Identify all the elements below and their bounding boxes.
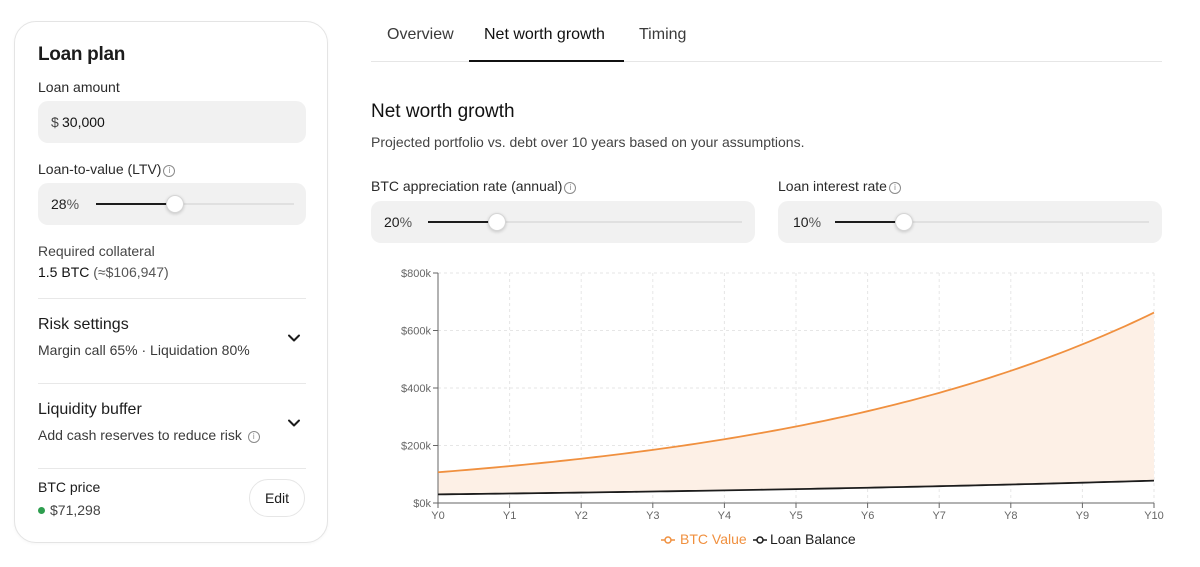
risk-settings-subtitle: Margin call 65% · Liquidation 80% <box>38 342 250 358</box>
risk-settings-title: Risk settings <box>38 316 129 333</box>
btc-rate-label-row: BTC appreciation rate (annual) i <box>371 178 577 194</box>
ltv-label: Loan-to-value (LTV) <box>38 161 162 177</box>
liquidity-buffer-subtitle-row: Add cash reserves to reduce risk i <box>38 427 260 443</box>
loan-rate-slider-fill <box>835 221 905 223</box>
divider <box>38 383 306 384</box>
x-tick-label: Y8 <box>1004 510 1017 522</box>
loan-rate-value-display: 10% <box>793 214 821 230</box>
required-collateral-value: 1.5 BTC (≈$106,947) <box>38 264 169 280</box>
currency-symbol: $ <box>51 114 59 130</box>
loan-rate-unit: % <box>808 214 822 230</box>
x-tick-label: Y6 <box>861 510 874 522</box>
info-icon[interactable]: i <box>888 182 901 194</box>
btc-rate-slider-thumb[interactable] <box>488 213 507 231</box>
loan-amount-field[interactable]: $ 30,000 <box>38 101 306 143</box>
x-tick-label: Y4 <box>718 510 731 522</box>
edit-button[interactable]: Edit <box>249 479 305 517</box>
x-tick-label: Y0 <box>431 510 444 522</box>
active-tab-indicator <box>469 60 624 62</box>
loan-rate-slider-thumb[interactable] <box>895 213 914 231</box>
btc-rate-slider-track[interactable] <box>428 221 742 223</box>
chevron-down-icon[interactable] <box>287 331 301 345</box>
legend-label-loan: Loan Balance <box>770 531 856 547</box>
y-tick-label: $800k <box>401 268 431 280</box>
collateral-usd: (≈$106,947) <box>93 264 169 280</box>
loan-rate-slider-field: 10% <box>778 201 1162 243</box>
card-title: Loan plan <box>38 44 126 65</box>
info-icon[interactable]: i <box>163 165 176 177</box>
btc-price-value: $71,298 <box>50 502 101 518</box>
loan-rate-label: Loan interest rate <box>778 178 887 194</box>
loan-plan-card: Loan plan Loan amount $ 30,000 Loan-to-v… <box>14 21 328 543</box>
divider <box>38 468 306 469</box>
loan-rate-label-row: Loan interest rate i <box>778 178 901 194</box>
ltv-slider-fill <box>96 203 176 205</box>
liquidity-buffer-subtitle: Add cash reserves to reduce risk <box>38 427 242 443</box>
ltv-value: 28 <box>51 196 67 212</box>
y-tick-label: $200k <box>401 441 431 453</box>
y-tick-label: $600k <box>401 326 431 338</box>
section-title: Net worth growth <box>371 101 515 122</box>
ltv-slider-track[interactable] <box>96 203 294 205</box>
y-tick-label: $0k <box>413 498 431 510</box>
btc-price-label: BTC price <box>38 479 101 495</box>
btc-rate-slider-field: 20% <box>371 201 755 243</box>
area-fill <box>438 312 1154 495</box>
x-tick-label: Y2 <box>574 510 587 522</box>
required-collateral-label: Required collateral <box>38 243 155 259</box>
tabs-divider <box>371 61 1162 62</box>
ltv-value-display: 28% <box>51 196 79 212</box>
btc-rate-label: BTC appreciation rate (annual) <box>371 178 563 194</box>
info-icon[interactable]: i <box>564 182 577 194</box>
status-dot <box>38 507 45 514</box>
btc-rate-value-display: 20% <box>384 214 412 230</box>
ltv-slider-field: 28% <box>38 183 306 225</box>
loan-amount-value[interactable]: 30,000 <box>62 114 105 130</box>
divider <box>38 298 306 299</box>
legend-marker-loan-dot <box>756 536 764 544</box>
section-subtitle: Projected portfolio vs. debt over 10 yea… <box>371 134 805 150</box>
risk-settings-row[interactable]: Risk settings Margin call 65% · Liquidat… <box>38 310 306 364</box>
x-tick-label: Y3 <box>646 510 659 522</box>
x-tick-label: Y5 <box>789 510 802 522</box>
y-tick-label: $400k <box>401 383 431 395</box>
btc-rate-value: 20 <box>384 214 400 230</box>
legend-label-btc: BTC Value <box>680 531 747 547</box>
loan-rate-slider-track[interactable] <box>835 221 1149 223</box>
tab-overview[interactable]: Overview <box>387 26 454 43</box>
x-tick-label: Y1 <box>503 510 516 522</box>
collateral-btc: 1.5 BTC <box>38 264 90 280</box>
x-tick-label: Y7 <box>932 510 945 522</box>
loan-balance-line <box>437 479 1155 496</box>
loan-rate-value: 10 <box>793 214 809 230</box>
ltv-unit: % <box>66 196 80 212</box>
ltv-slider-thumb[interactable] <box>166 195 185 213</box>
chevron-down-icon[interactable] <box>287 416 301 430</box>
btc-rate-slider-fill <box>428 221 498 223</box>
x-tick-label: Y9 <box>1076 510 1089 522</box>
btc-rate-unit: % <box>399 214 413 230</box>
x-tick-label: Y10 <box>1144 510 1164 522</box>
btc-value-line <box>437 311 1155 474</box>
net-worth-chart: $0k $200k $400k $600k $800k Y0 Y1 Y2 Y3 Y4 Y5 Y6 Y7 Y… <box>401 268 1164 547</box>
liquidity-buffer-title: Liquidity buffer <box>38 401 142 418</box>
btc-price-row: $71,298 <box>38 502 101 518</box>
loan-amount-label: Loan amount <box>38 79 120 95</box>
liquidity-buffer-row[interactable]: Liquidity buffer Add cash reserves to re… <box>38 395 306 449</box>
ltv-label-row: Loan-to-value (LTV) i <box>38 161 176 177</box>
tab-net-worth-growth[interactable]: Net worth growth <box>484 26 605 43</box>
tab-timing[interactable]: Timing <box>639 26 687 43</box>
legend-marker-btc-dot <box>664 536 672 544</box>
info-icon[interactable]: i <box>247 431 260 443</box>
